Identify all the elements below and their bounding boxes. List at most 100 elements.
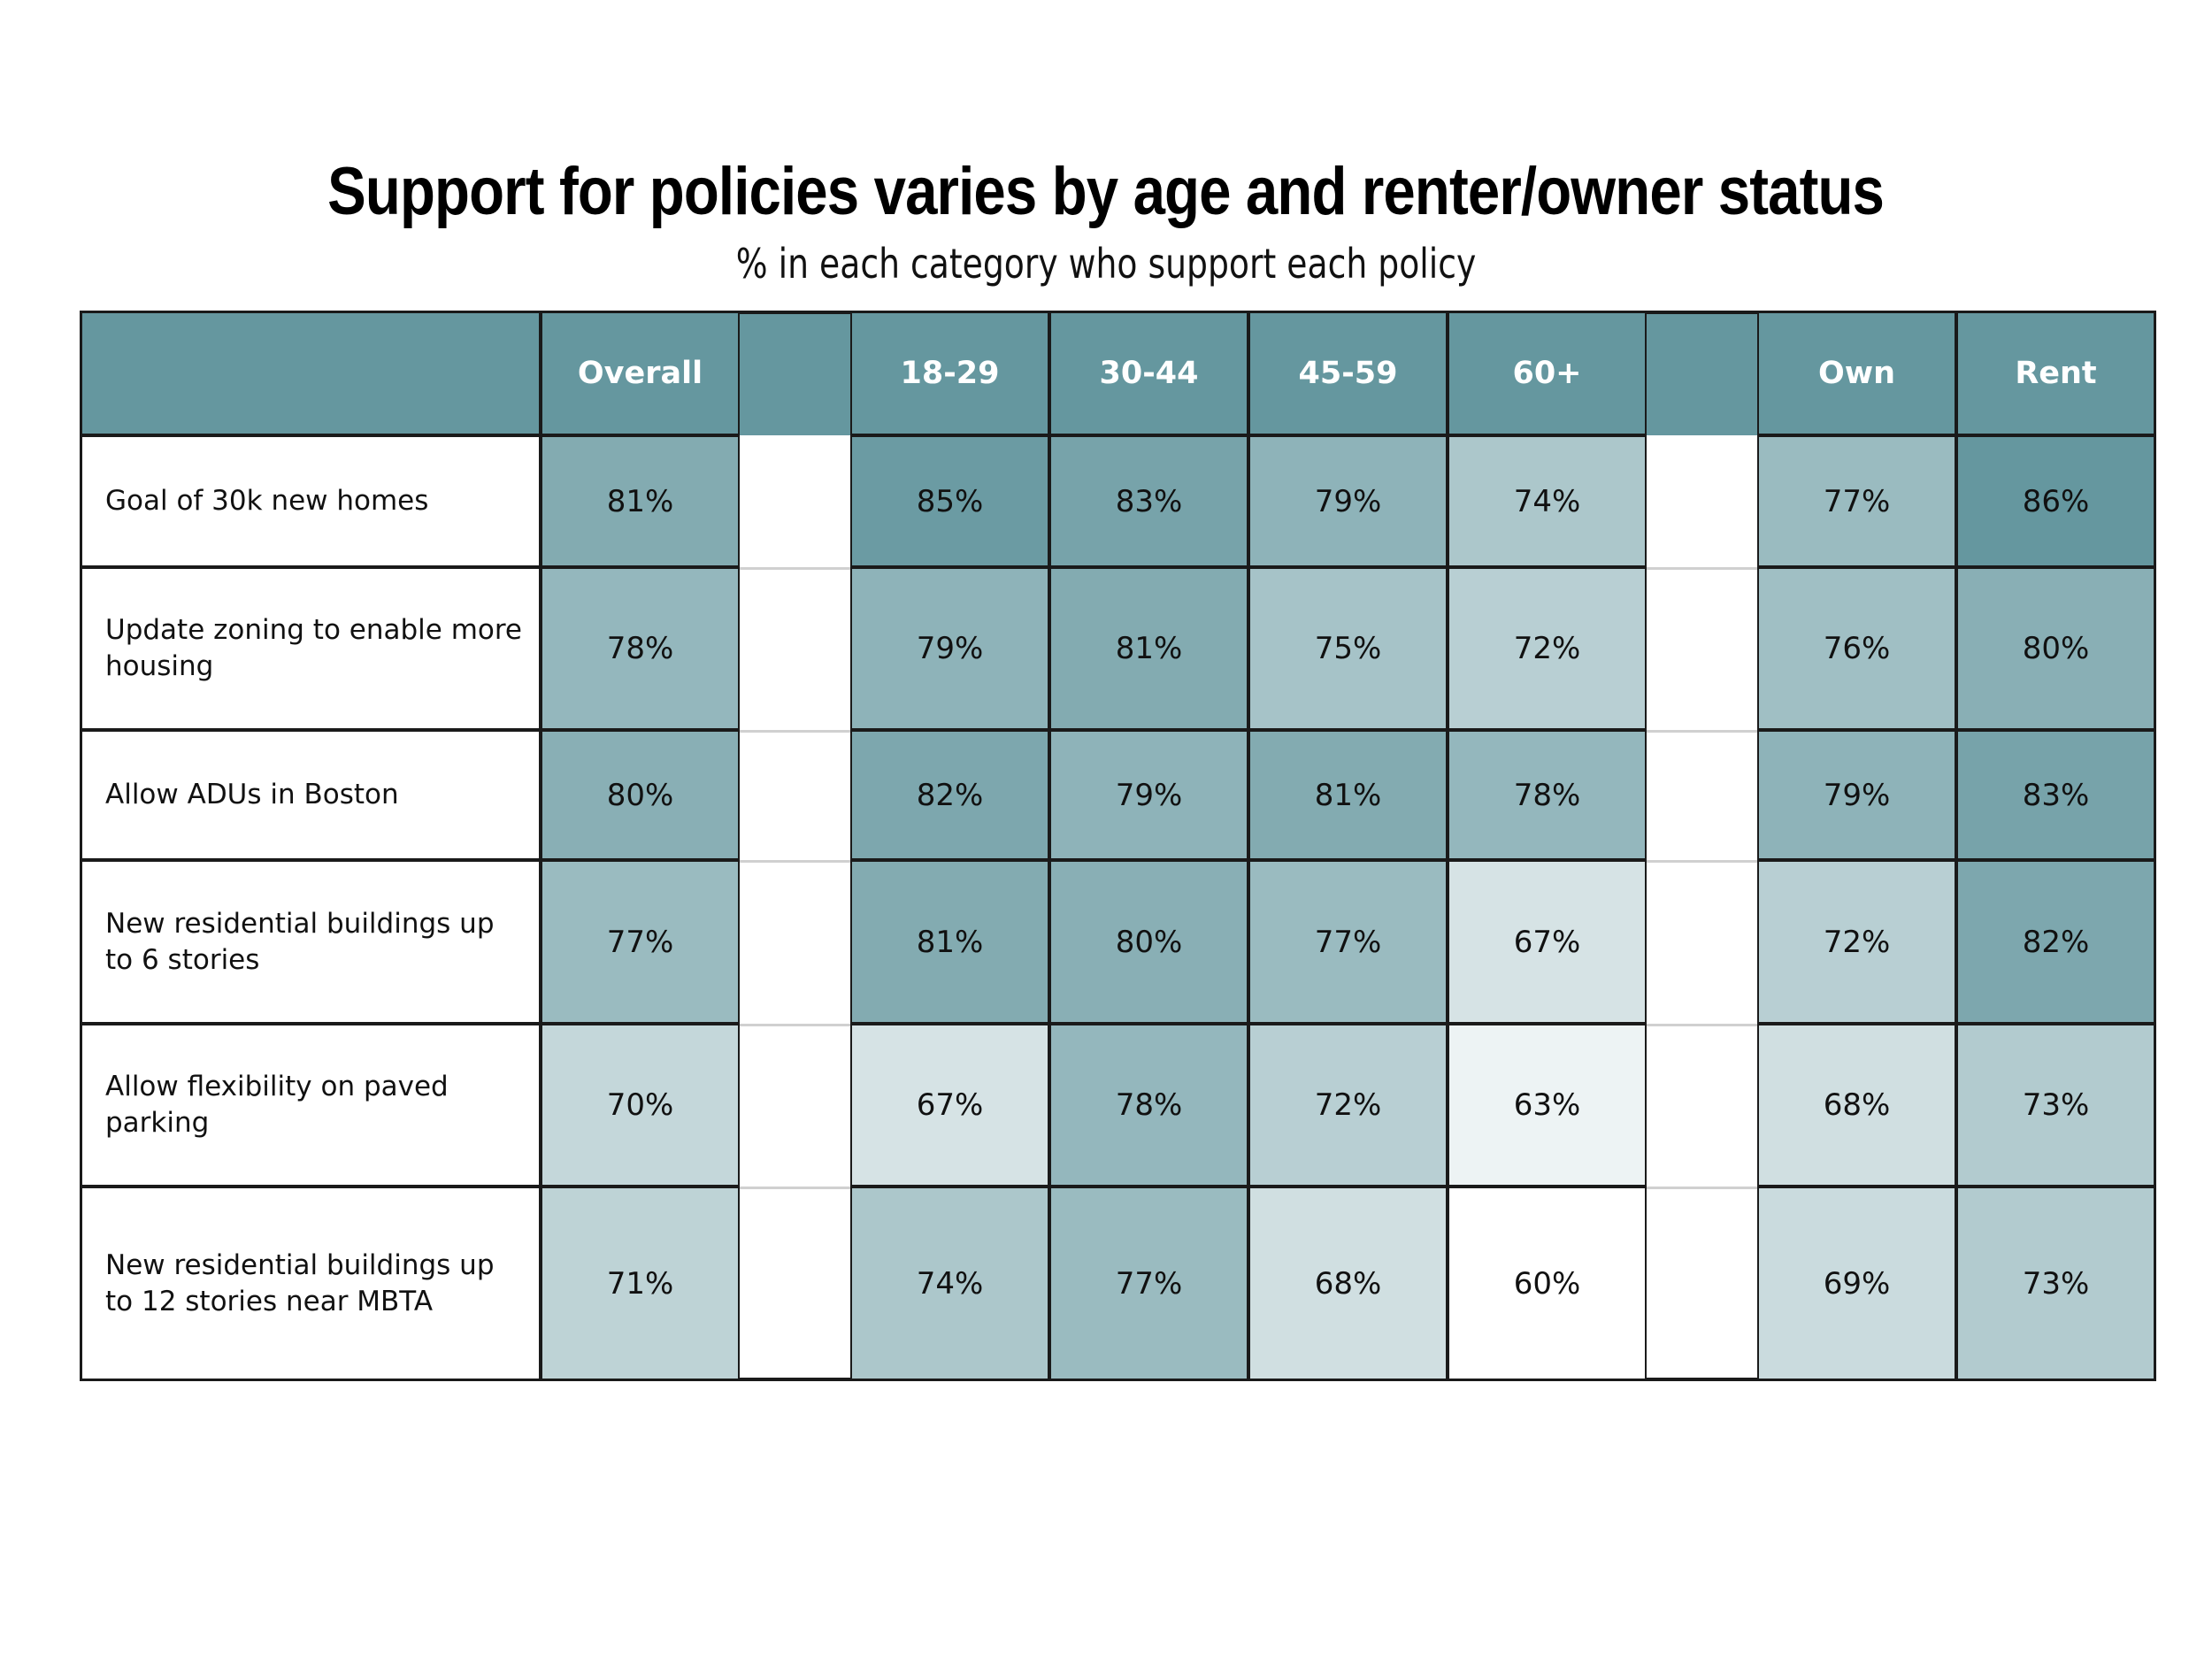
row-label-cell: Allow ADUs in Boston: [81, 730, 541, 860]
cell-value-label: 70%: [606, 1087, 674, 1123]
column-header-label: Rent: [2015, 356, 2097, 391]
cell-value-label: 76%: [1823, 631, 1891, 666]
spacer-cell: [1647, 1024, 1757, 1187]
heatmap-cell: 67%: [1448, 860, 1647, 1024]
column-header: Rent: [1956, 311, 2155, 435]
cell-value-label: 73%: [2022, 1087, 2090, 1123]
heatmap-cell: 77%: [1248, 860, 1448, 1024]
cell-value-label: 73%: [2022, 1265, 2090, 1302]
cell-value-label: 60%: [1513, 1265, 1581, 1302]
heatmap-cell: 83%: [1049, 435, 1248, 567]
heatmap-cell: 83%: [1956, 730, 2155, 860]
heatmap-cell: 81%: [850, 860, 1049, 1024]
heatmap-cell: 79%: [1757, 730, 1956, 860]
heatmap-cell: 72%: [1757, 860, 1956, 1024]
heatmap-cell: 67%: [850, 1024, 1049, 1187]
spacer-cell: [740, 1024, 850, 1187]
heatmap-cell: 77%: [541, 860, 740, 1024]
cell-value-label: 72%: [1314, 1087, 1382, 1123]
cell-value-label: 75%: [1314, 631, 1382, 666]
header-corner-cell: [81, 311, 541, 435]
heatmap-cell: 80%: [1956, 567, 2155, 730]
heatmap-cell: 82%: [850, 730, 1049, 860]
chart-subtitle: % in each category who support each poli…: [0, 237, 2212, 290]
cell-value-label: 82%: [916, 777, 984, 813]
column-header: 30-44: [1049, 311, 1248, 435]
cell-value-label: 83%: [2022, 777, 2090, 813]
heatmap-cell: 74%: [850, 1187, 1049, 1380]
column-header: Overall: [541, 311, 740, 435]
heatmap-cell: 68%: [1248, 1187, 1448, 1380]
cell-value-label: 77%: [1823, 483, 1891, 519]
heatmap-cell: 77%: [1757, 435, 1956, 567]
heatmap-cell: 79%: [850, 567, 1049, 730]
cell-value-label: 77%: [1115, 1265, 1183, 1302]
row-label-cell: New residential buildings up to 12 stori…: [81, 1187, 541, 1380]
cell-value-label: 67%: [916, 1087, 984, 1123]
heatmap-cell: 77%: [1049, 1187, 1248, 1380]
row-label-cell: New residential buildings up to 6 storie…: [81, 860, 541, 1024]
cell-value-label: 79%: [1314, 483, 1382, 519]
heatmap-cell: 81%: [541, 435, 740, 567]
column-header-label: 45-59: [1298, 356, 1398, 391]
cell-value-label: 85%: [916, 483, 984, 519]
cell-value-label: 74%: [1513, 483, 1581, 519]
cell-value-label: 80%: [1115, 924, 1183, 960]
column-header: 45-59: [1248, 311, 1448, 435]
cell-value-label: 79%: [1823, 777, 1891, 813]
heatmap-cell: 80%: [1049, 860, 1248, 1024]
heatmap-cell: 63%: [1448, 1024, 1647, 1187]
spacer-cell: [1647, 860, 1757, 1024]
heatmap-cell: 76%: [1757, 567, 1956, 730]
row-label-cell: Goal of 30k new homes: [81, 435, 541, 567]
heatmap-cell: 73%: [1956, 1024, 2155, 1187]
column-header-label: 60+: [1512, 356, 1582, 391]
cell-value-label: 79%: [916, 631, 984, 666]
cell-value-label: 77%: [1314, 924, 1382, 960]
row-label: New residential buildings up to 12 stori…: [105, 1248, 495, 1317]
heatmap-cell: 72%: [1448, 567, 1647, 730]
chart-title-text: Support for policies varies by age and r…: [327, 154, 1886, 229]
heatmap-cell: 74%: [1448, 435, 1647, 567]
heatmap-cell: 82%: [1956, 860, 2155, 1024]
heatmap-cell: 85%: [850, 435, 1049, 567]
row-label: Update zoning to enable more housing: [105, 614, 523, 682]
cell-value-label: 81%: [916, 924, 984, 960]
column-header-label: Own: [1817, 356, 1895, 391]
header-spacer-cell: [1647, 311, 1757, 435]
cell-value-label: 68%: [1314, 1265, 1382, 1302]
cell-value-label: 69%: [1823, 1265, 1891, 1302]
row-label-cell: Update zoning to enable more housing: [81, 567, 541, 730]
heatmap-cell: 79%: [1049, 730, 1248, 860]
cell-value-label: 78%: [1513, 777, 1581, 813]
cell-value-label: 80%: [606, 777, 674, 813]
chart-subtitle-text: % in each category who support each poli…: [735, 240, 1477, 288]
cell-value-label: 86%: [2022, 483, 2090, 519]
header-spacer-cell: [740, 311, 850, 435]
row-label: Allow flexibility on paved parking: [105, 1071, 449, 1139]
spacer-cell: [740, 567, 850, 730]
cell-value-label: 71%: [606, 1265, 674, 1302]
cell-value-label: 63%: [1513, 1087, 1581, 1123]
row-label-cell: Allow flexibility on paved parking: [81, 1024, 541, 1187]
cell-value-label: 72%: [1513, 631, 1581, 666]
heatmap-cell: 73%: [1956, 1187, 2155, 1380]
spacer-cell: [740, 860, 850, 1024]
cell-value-label: 81%: [1314, 777, 1382, 813]
column-header-label: 30-44: [1099, 356, 1199, 391]
column-header: Own: [1757, 311, 1956, 435]
heatmap-cell: 68%: [1757, 1024, 1956, 1187]
cell-value-label: 81%: [606, 483, 674, 519]
cell-value-label: 78%: [1115, 1087, 1183, 1123]
row-label: Allow ADUs in Boston: [105, 779, 399, 810]
cell-value-label: 68%: [1823, 1087, 1891, 1123]
spacer-cell: [740, 730, 850, 860]
cell-value-label: 81%: [1115, 631, 1183, 666]
spacer-cell: [740, 1187, 850, 1380]
heatmap-cell: 79%: [1248, 435, 1448, 567]
row-label: Goal of 30k new homes: [105, 485, 429, 517]
heatmap-cell: 78%: [541, 567, 740, 730]
heatmap-cell: 78%: [1049, 1024, 1248, 1187]
row-label: New residential buildings up to 6 storie…: [105, 907, 495, 976]
